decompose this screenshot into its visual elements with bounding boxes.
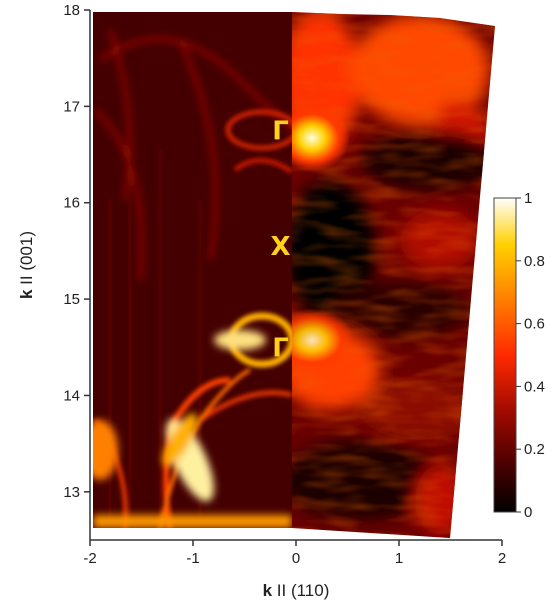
- y-tick-label: 18: [63, 2, 80, 19]
- colorbar-tick-label: 0.2: [524, 441, 545, 458]
- x-tick-label: -2: [83, 550, 96, 567]
- colorbar-tick-label: 0.4: [524, 378, 545, 395]
- measured-heatmap-panel: [292, 12, 495, 538]
- y-tick-label: 14: [63, 387, 80, 404]
- y-axis-ticks: 13 14 15 16 17 18: [63, 2, 90, 501]
- y-axis-label: k II (001): [17, 231, 36, 299]
- symmetry-point-label: Γ: [272, 116, 289, 146]
- y-tick-label: 17: [63, 98, 80, 115]
- x-tick-label: -1: [186, 550, 199, 567]
- x-tick-label: 0: [292, 550, 300, 567]
- colorbar-gradient: [493, 197, 517, 513]
- y-tick-label: 16: [63, 195, 80, 212]
- calculated-heatmap-panel: [93, 12, 292, 528]
- x-axis-ticks: -2 -1 0 1 2: [83, 540, 506, 567]
- y-tick-label: 15: [63, 291, 80, 308]
- colorbar: 0 0.2 0.4 0.6 0.8 1: [493, 190, 545, 521]
- x-tick-label: 1: [395, 550, 403, 567]
- colorbar-tick-label: 0.6: [524, 316, 545, 333]
- symmetry-point-labels: Γ X Γ: [271, 116, 291, 363]
- y-tick-label: 13: [63, 484, 80, 501]
- x-tick-label: 2: [498, 550, 506, 567]
- colorbar-ticks: 0 0.2 0.4 0.6 0.8 1: [516, 190, 545, 521]
- colorbar-tick-label: 0: [524, 504, 532, 521]
- symmetry-point-label: X: [271, 232, 291, 262]
- symmetry-point-label: Γ: [272, 333, 289, 363]
- x-axis-label: k II (110): [263, 581, 330, 600]
- colorbar-tick-label: 1: [524, 190, 532, 207]
- colorbar-tick-label: 0.8: [524, 253, 545, 270]
